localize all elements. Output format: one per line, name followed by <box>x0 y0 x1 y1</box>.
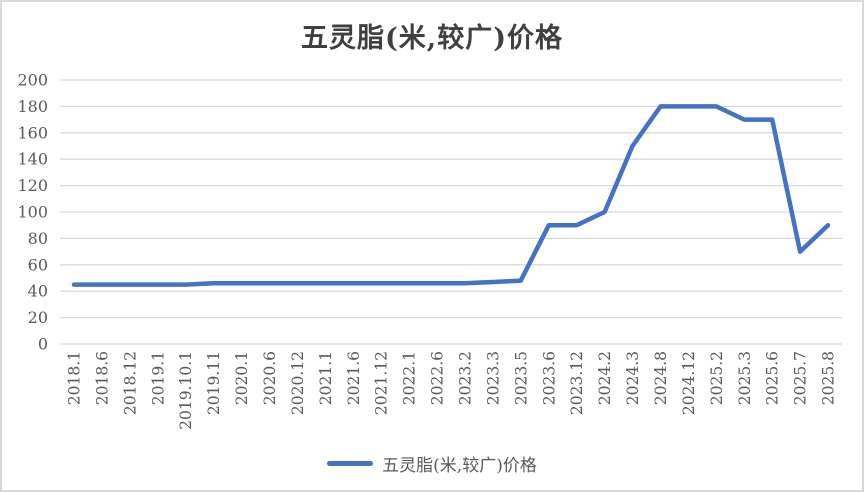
legend-series-label: 五灵脂(米,较广)价格 <box>382 456 537 476</box>
x-tick-label: 2020.1 <box>233 351 251 405</box>
y-tick-label: 80 <box>28 229 48 248</box>
x-tick-label: 2021.12 <box>373 351 391 415</box>
x-tick-label: 2023.2 <box>456 351 474 405</box>
y-tick-label: 160 <box>17 123 48 142</box>
y-tick-label: 100 <box>17 203 48 222</box>
x-tick-label: 2025.2 <box>708 351 726 405</box>
price-line-series <box>71 104 831 287</box>
x-tick-label: 2024.12 <box>680 351 698 415</box>
x-tick-label: 2021.1 <box>317 351 335 405</box>
y-tick-label: 40 <box>28 282 48 301</box>
x-tick-label: 2022.6 <box>429 351 447 405</box>
x-tick-label: 2025.6 <box>764 351 782 405</box>
legend-line-swatch <box>327 461 374 466</box>
x-tick-label: 2025.7 <box>792 351 810 405</box>
legend: 五灵脂(米,较广)价格 <box>2 451 862 476</box>
x-tick-label: 2018.12 <box>121 351 139 415</box>
x-tick-label: 2025.8 <box>820 351 838 405</box>
chart-title: 五灵脂(米,较广)价格 <box>301 23 563 54</box>
x-tick-label: 2021.6 <box>345 351 363 405</box>
y-tick-label: 20 <box>28 308 48 327</box>
x-tick-label: 2020.12 <box>289 351 307 415</box>
y-tick-label: 60 <box>28 255 48 274</box>
x-tick-label: 2024.3 <box>624 351 642 405</box>
x-tick-label: 2018.6 <box>93 351 111 405</box>
x-tick-label: 2018.1 <box>65 351 83 405</box>
x-tick-label: 2019.11 <box>205 351 223 415</box>
y-tick-label: 180 <box>17 97 48 116</box>
x-tick-label: 2024.2 <box>596 351 614 405</box>
x-tick-label: 2023.6 <box>540 351 558 405</box>
x-tick-label: 2023.5 <box>512 351 530 405</box>
y-tick-label: 120 <box>17 176 48 195</box>
y-tick-label: 200 <box>17 71 48 90</box>
y-tick-label: 0 <box>38 335 48 354</box>
x-tick-label: 2020.6 <box>261 351 279 405</box>
x-tick-label: 2023.12 <box>568 351 586 415</box>
x-tick-label: 2024.8 <box>652 351 670 405</box>
x-tick-label: 2025.3 <box>736 351 754 405</box>
x-tick-label: 2023.3 <box>484 351 502 405</box>
y-tick-label: 140 <box>17 150 48 169</box>
x-tick-label: 2022.1 <box>401 351 419 405</box>
x-tick-label: 2019.10.1 <box>177 351 195 430</box>
x-tick-label: 2019.1 <box>149 351 167 405</box>
